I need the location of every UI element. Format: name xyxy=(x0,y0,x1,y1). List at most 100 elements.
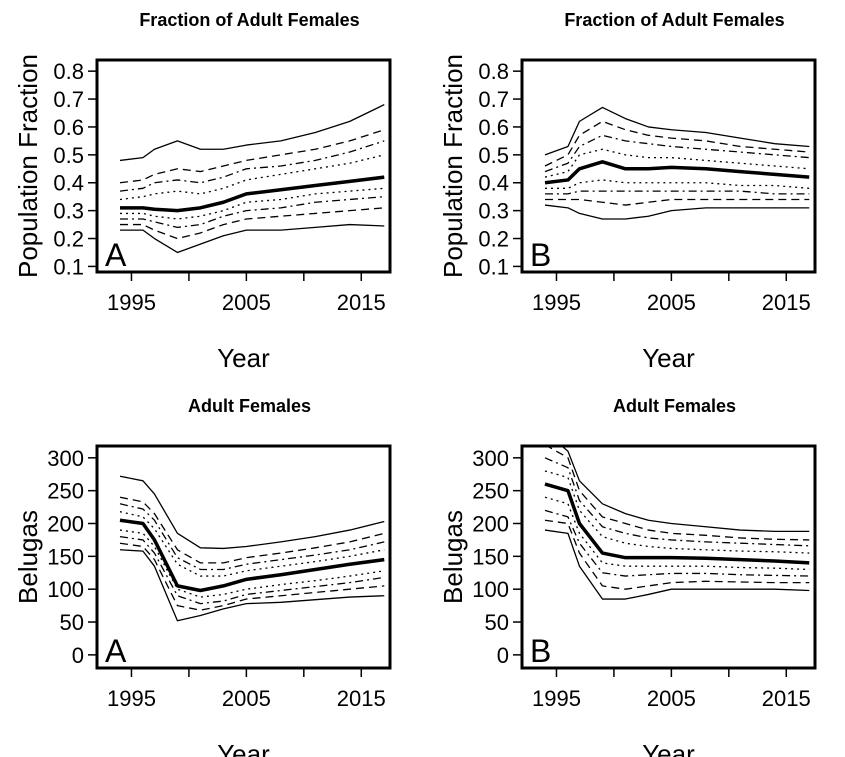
y-tick-label: 200 xyxy=(472,512,509,537)
x-tick-label: 2005 xyxy=(222,290,271,315)
data-line xyxy=(545,446,810,541)
data-line xyxy=(119,496,385,564)
chart-title: Fraction of Adult Females xyxy=(139,10,359,30)
y-tick-label: 100 xyxy=(472,577,509,602)
data-line xyxy=(544,509,810,577)
panel-letter: B xyxy=(530,237,551,273)
x-tick-label: 2005 xyxy=(647,686,696,711)
y-tick-label: 250 xyxy=(472,479,509,504)
axes-box xyxy=(520,58,817,274)
y-axis-label: Population Fraction xyxy=(13,54,43,278)
data-line xyxy=(544,120,810,167)
plot-area xyxy=(119,104,385,254)
data-line xyxy=(119,175,385,213)
data-line xyxy=(119,129,385,184)
plot-area xyxy=(544,446,810,600)
y-tick-label: 300 xyxy=(472,446,509,471)
data-line xyxy=(544,134,810,173)
y-tick-label: 300 xyxy=(47,446,84,471)
y-tick-label: 0.3 xyxy=(53,199,84,224)
chart-title: Adult Females xyxy=(613,396,736,416)
y-tick-label: 0 xyxy=(72,643,84,668)
y-tick-label: 0.1 xyxy=(53,254,84,279)
axes-box xyxy=(95,58,392,274)
data-line xyxy=(544,179,810,189)
y-tick-label: 0.2 xyxy=(478,227,509,252)
data-line xyxy=(544,204,810,220)
x-axis-label: Year xyxy=(642,739,695,757)
data-line xyxy=(544,160,810,185)
y-tick-label: 150 xyxy=(472,544,509,569)
y-tick-label: 0.7 xyxy=(478,87,509,112)
data-line xyxy=(544,106,810,156)
y-tick-label: 0.8 xyxy=(478,59,509,84)
x-tick-label: 1995 xyxy=(107,290,156,315)
y-tick-label: 0.4 xyxy=(53,171,84,196)
data-line xyxy=(119,154,385,201)
plot-area xyxy=(119,475,385,622)
x-tick-label: 2005 xyxy=(647,290,696,315)
y-axis-label: Belugas xyxy=(438,510,468,604)
x-tick-label: 1995 xyxy=(107,686,156,711)
y-tick-label: 50 xyxy=(485,610,509,635)
y-tick-label: 200 xyxy=(47,512,84,537)
y-axis-label: Population Fraction xyxy=(438,54,468,278)
data-line xyxy=(544,148,810,178)
y-tick-label: 0.4 xyxy=(478,171,509,196)
chart-title: Fraction of Adult Females xyxy=(564,10,784,30)
data-line xyxy=(119,196,385,229)
axes-box xyxy=(520,444,817,670)
panel-letter: A xyxy=(105,237,127,273)
panel: Adult Females Year Belugas 0 50 100 150 200 250 3… xyxy=(438,396,817,757)
y-tick-label: 0.7 xyxy=(53,87,84,112)
data-line xyxy=(544,482,810,565)
x-axis-label: Year xyxy=(217,343,270,373)
data-line xyxy=(119,104,385,162)
y-tick-label: 0.5 xyxy=(478,143,509,168)
data-line xyxy=(544,519,810,590)
data-line xyxy=(544,496,810,571)
x-tick-label: 2015 xyxy=(762,686,811,711)
data-line xyxy=(119,223,385,254)
x-tick-label: 2015 xyxy=(762,290,811,315)
x-tick-label: 1995 xyxy=(532,290,581,315)
data-line xyxy=(560,446,810,533)
data-line xyxy=(544,529,810,600)
y-tick-label: 0.8 xyxy=(53,59,84,84)
data-line xyxy=(119,207,385,240)
x-tick-label: 1995 xyxy=(532,686,581,711)
x-axis-label: Year xyxy=(642,343,695,373)
data-line xyxy=(119,475,385,550)
y-tick-label: 0.3 xyxy=(478,199,509,224)
data-line xyxy=(119,140,385,192)
x-tick-label: 2005 xyxy=(222,686,271,711)
y-tick-label: 0.1 xyxy=(478,254,509,279)
data-line xyxy=(119,518,385,593)
y-tick-label: 0.2 xyxy=(53,227,84,252)
data-line xyxy=(544,190,810,195)
y-tick-label: 0.6 xyxy=(478,115,509,140)
x-tick-label: 2015 xyxy=(337,290,386,315)
data-line xyxy=(119,511,385,577)
y-tick-label: 0.5 xyxy=(53,143,84,168)
panel-letter: B xyxy=(530,633,551,669)
x-axis-label: Year xyxy=(217,739,270,757)
data-line xyxy=(119,529,385,598)
x-tick-label: 2015 xyxy=(337,686,386,711)
panel: Fraction of Adult Females Year Population … xyxy=(438,10,817,373)
y-tick-label: 150 xyxy=(47,544,84,569)
data-line xyxy=(119,187,385,220)
y-tick-label: 50 xyxy=(60,610,84,635)
chart-title: Adult Females xyxy=(188,396,311,416)
y-tick-label: 250 xyxy=(47,479,84,504)
data-line xyxy=(119,503,385,571)
data-line xyxy=(544,198,810,206)
axes-box xyxy=(95,444,392,670)
panel: Adult Females Year Belugas 0 50 100 150 200 250 3… xyxy=(13,396,392,757)
data-line xyxy=(119,535,385,605)
data-line xyxy=(544,457,810,547)
y-tick-label: 100 xyxy=(47,577,84,602)
y-axis-label: Belugas xyxy=(13,510,43,604)
